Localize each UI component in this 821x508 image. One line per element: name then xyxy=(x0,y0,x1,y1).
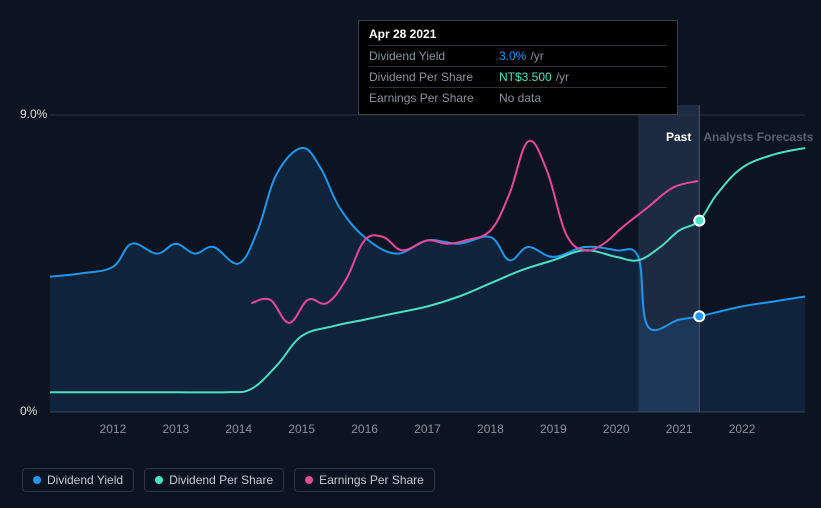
y-axis-label: 9.0% xyxy=(20,107,47,121)
legend-item[interactable]: Dividend Per Share xyxy=(144,468,284,492)
chart-root: 9.0% 0% 2012 2013 2014 2015 2016 2017 2018 2019 2… xyxy=(0,0,821,508)
x-axis-label: 2014 xyxy=(225,422,252,436)
tooltip-key: Earnings Per Share xyxy=(369,91,499,105)
tooltip-suffix: /yr xyxy=(556,70,569,84)
time-past-label[interactable]: Past xyxy=(660,130,697,144)
legend-label: Earnings Per Share xyxy=(319,473,424,487)
x-axis-label: 2012 xyxy=(100,422,127,436)
x-axis-label: 2015 xyxy=(288,422,315,436)
time-range-toggle[interactable]: PastAnalysts Forecasts xyxy=(660,130,819,144)
chart-tooltip: Apr 28 2021 Dividend Yield3.0%/yrDividen… xyxy=(358,20,678,115)
x-axis-label: 2016 xyxy=(351,422,378,436)
legend-dot xyxy=(155,476,163,484)
x-axis-label: 2019 xyxy=(540,422,567,436)
y-axis-label: 0% xyxy=(20,404,37,418)
tooltip-row: Dividend Per ShareNT$3.500/yr xyxy=(369,66,667,87)
legend-label: Dividend Yield xyxy=(47,473,123,487)
tooltip-row: Dividend Yield3.0% /yr xyxy=(369,45,667,66)
dividend-per-share-marker xyxy=(694,216,704,226)
dividend-yield-marker xyxy=(694,311,704,321)
legend: Dividend Yield Dividend Per Share Earnings… xyxy=(22,468,435,492)
tooltip-key: Dividend Per Share xyxy=(369,70,499,84)
time-forecast-label[interactable]: Analysts Forecasts xyxy=(697,130,819,144)
tooltip-suffix: /yr xyxy=(530,49,543,63)
tooltip-value: 3.0% xyxy=(499,49,526,63)
x-axis-label: 2017 xyxy=(414,422,441,436)
x-axis-label: 2018 xyxy=(477,422,504,436)
tooltip-value: No data xyxy=(499,91,541,105)
x-axis-label: 2020 xyxy=(603,422,630,436)
tooltip-key: Dividend Yield xyxy=(369,49,499,63)
tooltip-value: NT$3.500 xyxy=(499,70,552,84)
legend-item[interactable]: Earnings Per Share xyxy=(294,468,435,492)
x-axis-label: 2021 xyxy=(666,422,693,436)
tooltip-date: Apr 28 2021 xyxy=(369,27,667,41)
legend-dot xyxy=(305,476,313,484)
legend-label: Dividend Per Share xyxy=(169,473,273,487)
legend-item[interactable]: Dividend Yield xyxy=(22,468,134,492)
tooltip-row: Earnings Per ShareNo data xyxy=(369,87,667,108)
x-axis-label: 2013 xyxy=(162,422,189,436)
legend-dot xyxy=(33,476,41,484)
x-axis-label: 2022 xyxy=(729,422,756,436)
